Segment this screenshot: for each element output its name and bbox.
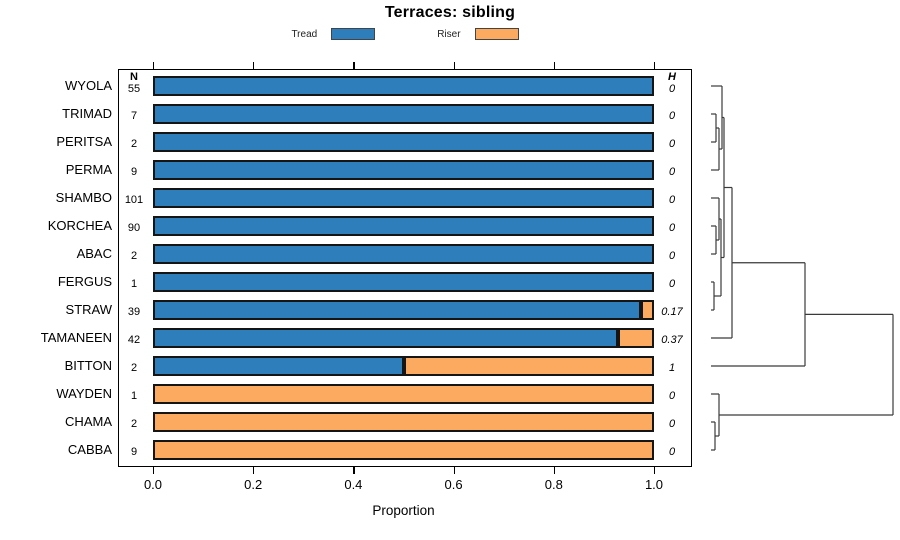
h-column-header: H bbox=[668, 71, 676, 83]
n-value: 2 bbox=[130, 250, 138, 262]
bar-segment-tread bbox=[153, 300, 641, 320]
row-label: WAYDEN bbox=[56, 386, 112, 401]
x-tick-top bbox=[253, 62, 255, 69]
h-value: 0.17 bbox=[661, 306, 683, 318]
row-label: STRAW bbox=[65, 302, 112, 317]
row-label: ABAC bbox=[76, 246, 112, 261]
bar-segment-tread bbox=[153, 132, 654, 152]
row-label: BITTON bbox=[64, 358, 112, 373]
n-column-header: N bbox=[130, 71, 138, 83]
bar-segment-riser bbox=[640, 300, 654, 320]
row-label: TRIMAD bbox=[62, 106, 112, 121]
row-label: PERITSA bbox=[56, 134, 112, 149]
bar-segment-tread bbox=[153, 328, 619, 348]
bar-segment-tread bbox=[153, 244, 654, 264]
n-value: 101 bbox=[124, 194, 144, 206]
bar-segment-riser bbox=[153, 384, 654, 404]
row-label: TAMANEEN bbox=[40, 330, 112, 345]
x-tick-bottom bbox=[553, 467, 556, 474]
bar-segment-riser bbox=[403, 356, 654, 376]
x-tick-top bbox=[453, 62, 455, 69]
legend-label-riser: Riser bbox=[437, 28, 461, 40]
x-tick-top bbox=[153, 62, 155, 69]
h-value: 0 bbox=[668, 166, 676, 178]
row-label: CABBA bbox=[67, 442, 112, 457]
bar-segment-tread bbox=[153, 356, 404, 376]
n-value: 7 bbox=[130, 110, 138, 122]
x-axis-title: Proportion bbox=[372, 503, 435, 518]
row-label: SHAMBO bbox=[55, 190, 112, 205]
h-value: 0 bbox=[668, 194, 676, 206]
x-tick-top bbox=[553, 62, 556, 69]
x-tick-label: 0.8 bbox=[544, 477, 563, 492]
h-value: 0 bbox=[668, 250, 676, 262]
row-label: KORCHEA bbox=[47, 218, 112, 233]
row-label: WYOLA bbox=[65, 78, 112, 93]
h-value: 0 bbox=[668, 418, 676, 430]
h-value: 0 bbox=[668, 222, 676, 234]
row-label: PERMA bbox=[65, 162, 112, 177]
chart-title: Terraces: sibling bbox=[384, 4, 516, 21]
x-tick-label: 0.0 bbox=[143, 477, 163, 492]
n-value: 2 bbox=[130, 418, 138, 430]
n-value: 9 bbox=[130, 446, 138, 458]
bar-segment-tread bbox=[153, 216, 654, 236]
legend: Tread Riser bbox=[118, 26, 692, 42]
bar-segment-riser bbox=[618, 328, 654, 348]
bar-segment-tread bbox=[153, 160, 654, 180]
n-value: 1 bbox=[130, 390, 138, 402]
n-value: 2 bbox=[130, 362, 138, 374]
bar-segment-tread bbox=[153, 76, 654, 96]
n-value: 9 bbox=[130, 166, 138, 178]
h-value: 0 bbox=[668, 278, 676, 290]
x-tick-label: 0.6 bbox=[444, 477, 463, 492]
n-value: 1 bbox=[130, 278, 138, 290]
x-tick-bottom bbox=[353, 467, 355, 474]
h-value: 0 bbox=[668, 138, 676, 150]
plot-panel bbox=[118, 69, 692, 467]
n-value: 2 bbox=[130, 138, 138, 150]
legend-swatch-tread bbox=[331, 28, 376, 40]
bar-segment-tread bbox=[153, 272, 654, 292]
h-value: 0 bbox=[668, 446, 676, 458]
n-value: 90 bbox=[127, 222, 141, 234]
legend-swatch-riser bbox=[474, 28, 519, 40]
x-tick-label: 0.4 bbox=[344, 477, 363, 492]
bar-segment-riser bbox=[153, 440, 654, 460]
row-label: CHAMA bbox=[65, 414, 112, 429]
x-tick-top bbox=[353, 62, 355, 69]
bar-segment-tread bbox=[153, 104, 654, 124]
x-tick-bottom bbox=[153, 467, 155, 474]
bar-segment-tread bbox=[153, 188, 654, 208]
x-tick-label: 0.2 bbox=[244, 477, 263, 492]
n-value: 55 bbox=[127, 83, 141, 95]
x-tick-bottom bbox=[253, 467, 255, 474]
x-tick-bottom bbox=[654, 467, 656, 474]
n-value: 42 bbox=[127, 334, 141, 346]
h-value: 0 bbox=[668, 83, 676, 95]
x-tick-bottom bbox=[453, 467, 455, 474]
legend-label-tread: Tread bbox=[291, 28, 318, 40]
x-tick-label: 1.0 bbox=[644, 477, 664, 492]
bar-segment-riser bbox=[153, 412, 654, 432]
h-value: 0.37 bbox=[661, 334, 683, 346]
h-value: 0 bbox=[668, 390, 676, 402]
n-value: 39 bbox=[127, 306, 141, 318]
x-tick-top bbox=[654, 62, 656, 69]
h-value: 0 bbox=[668, 110, 676, 122]
row-label: FERGUS bbox=[57, 274, 112, 289]
h-value: 1 bbox=[668, 362, 676, 374]
